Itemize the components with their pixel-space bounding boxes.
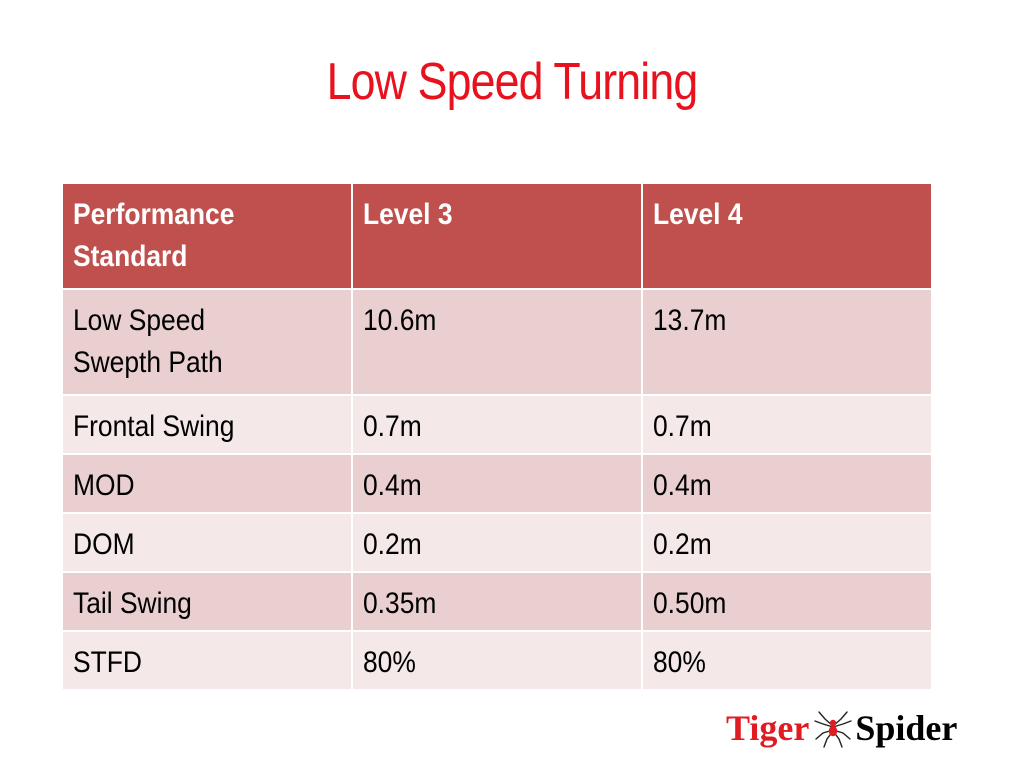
level-3-cell: 80% (351, 630, 643, 691)
level-4-value: 0.2m (653, 528, 712, 561)
row-label-cell: DOM (61, 512, 353, 573)
header-performance-standard: Performance Standard (61, 182, 353, 290)
level-3-cell: 0.4m (351, 453, 643, 514)
header-label: Level 3 (363, 198, 453, 231)
logo-text-spider: Spider (855, 708, 958, 748)
level-4-value: 13.7m (653, 304, 727, 337)
table-header-row: Performance Standard Level 3 Level 4 (61, 182, 933, 290)
level-4-value: 0.7m (653, 410, 712, 443)
row-label: DOM (73, 528, 135, 561)
performance-table: Performance Standard Level 3 Level 4 Low… (61, 182, 933, 691)
level-4-value: 0.4m (653, 469, 712, 502)
row-label-cell: Low Speed Swepth Path (61, 288, 353, 396)
level-4-cell: 0.4m (641, 453, 933, 514)
slide-title: Low Speed Turning (326, 53, 699, 111)
level-3-value: 0.35m (363, 587, 437, 620)
row-label-cell: Tail Swing (61, 571, 353, 632)
header-label: Level 4 (653, 198, 743, 231)
table-row: MOD 0.4m 0.4m (61, 453, 933, 514)
row-label: Low Speed (73, 304, 206, 337)
table-row: Frontal Swing 0.7m 0.7m (61, 394, 933, 455)
level-4-value: 80% (653, 646, 706, 679)
row-label-cell: Frontal Swing (61, 394, 353, 455)
level-4-value: 0.50m (653, 587, 727, 620)
level-4-cell: 80% (641, 630, 933, 691)
table-row: DOM 0.2m 0.2m (61, 512, 933, 573)
level-3-value: 0.7m (363, 410, 422, 443)
table-row: STFD 80% 80% (61, 630, 933, 691)
level-3-cell: 10.6m (351, 288, 643, 396)
row-label: Tail Swing (73, 587, 192, 620)
level-4-cell: 13.7m (641, 288, 933, 396)
level-3-cell: 0.35m (351, 571, 643, 632)
level-3-cell: 0.2m (351, 512, 643, 573)
row-label: MOD (73, 469, 135, 502)
level-3-value: 0.2m (363, 528, 422, 561)
spider-icon (814, 711, 853, 748)
row-label-cell: STFD (61, 630, 353, 691)
level-3-value: 80% (363, 646, 416, 679)
header-level-3: Level 3 (351, 182, 643, 290)
level-4-cell: 0.2m (641, 512, 933, 573)
logo-text-tiger: Tiger (726, 708, 810, 748)
level-4-cell: 0.7m (641, 394, 933, 455)
header-label: Standard (73, 240, 188, 273)
level-4-cell: 0.50m (641, 571, 933, 632)
level-3-value: 0.4m (363, 469, 422, 502)
header-level-4: Level 4 (641, 182, 933, 290)
row-label: STFD (73, 646, 142, 679)
table-row: Low Speed Swepth Path 10.6m 13.7m (61, 288, 933, 396)
row-label-cell: MOD (61, 453, 353, 514)
level-3-cell: 0.7m (351, 394, 643, 455)
row-label: Swepth Path (73, 346, 223, 379)
level-3-value: 10.6m (363, 304, 437, 337)
table-row: Tail Swing 0.35m 0.50m (61, 571, 933, 632)
tigerspider-logo: Tiger Spider (726, 706, 957, 750)
header-label: Performance (73, 198, 235, 231)
row-label: Frontal Swing (73, 410, 235, 443)
